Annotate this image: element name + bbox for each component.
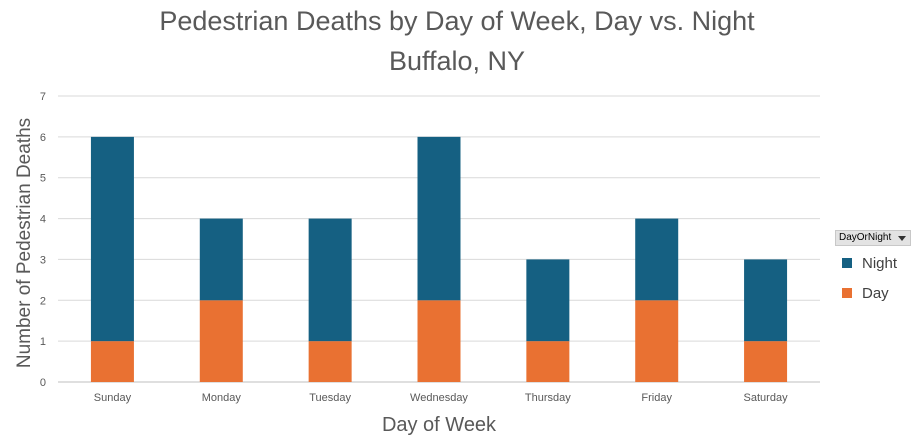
x-tick-label: Friday bbox=[641, 392, 672, 404]
legend-swatch-day bbox=[842, 288, 852, 298]
dropdown-arrow-icon[interactable] bbox=[898, 236, 906, 241]
y-tick-label: 1 bbox=[40, 336, 46, 348]
y-tick-label: 5 bbox=[40, 173, 46, 185]
x-tick-label: Tuesday bbox=[309, 392, 351, 404]
y-tick-label: 0 bbox=[40, 377, 46, 389]
bar-night-monday bbox=[200, 219, 243, 301]
x-tick-label: Saturday bbox=[744, 392, 789, 404]
bar-day-thursday bbox=[526, 341, 569, 382]
y-tick-label: 2 bbox=[40, 295, 46, 307]
x-tick-label: Sunday bbox=[94, 392, 132, 404]
legend-item-night: Night bbox=[842, 255, 897, 271]
bar-night-thursday bbox=[526, 259, 569, 341]
legend-label-day: Day bbox=[862, 285, 889, 302]
legend-item-day: Day bbox=[842, 285, 889, 301]
legend-swatch-night bbox=[842, 258, 852, 268]
y-tick-label: 4 bbox=[40, 214, 46, 226]
legend-filter-button[interactable]: DayOrNight bbox=[835, 230, 911, 246]
bar-night-friday bbox=[635, 219, 678, 301]
y-tick-label: 6 bbox=[40, 132, 46, 144]
y-axis-title: Number of Pedestrian Deaths bbox=[14, 118, 35, 368]
y-tick-label: 3 bbox=[40, 254, 46, 266]
bar-day-wednesday bbox=[418, 300, 461, 382]
x-tick-label: Monday bbox=[202, 392, 242, 404]
x-axis-title: Day of Week bbox=[382, 414, 497, 436]
legend-filter-label: DayOrNight bbox=[839, 232, 891, 243]
bar-day-friday bbox=[635, 300, 678, 382]
chart-area: 0 1 2 3 4 5 6 7 Sunday Monday Tuesday Wednesday Thur… bbox=[0, 0, 922, 442]
bar-day-sunday bbox=[91, 341, 134, 382]
x-tick-label: Wednesday bbox=[410, 392, 468, 404]
bar-night-saturday bbox=[744, 259, 787, 341]
bar-day-saturday bbox=[744, 341, 787, 382]
legend-label-night: Night bbox=[862, 255, 897, 272]
x-tick-label: Thursday bbox=[525, 392, 571, 404]
bar-day-monday bbox=[200, 300, 243, 382]
bar-night-wednesday bbox=[418, 137, 461, 300]
y-tick-label: 7 bbox=[40, 91, 46, 103]
bar-night-sunday bbox=[91, 137, 134, 341]
bar-night-tuesday bbox=[309, 219, 352, 342]
bar-day-tuesday bbox=[309, 341, 352, 382]
